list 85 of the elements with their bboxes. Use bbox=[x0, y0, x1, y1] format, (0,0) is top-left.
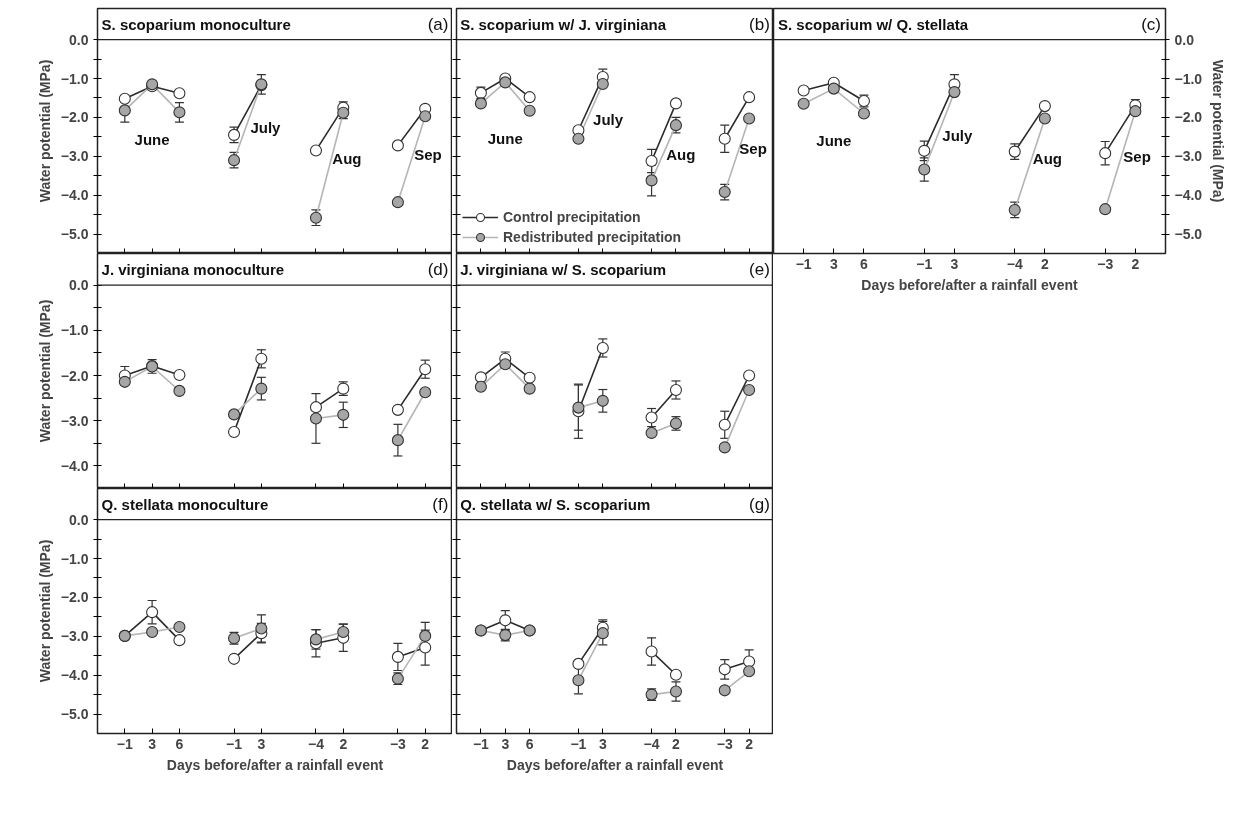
y-tick-label: 0.0 bbox=[1174, 31, 1195, 48]
text: J. virginiana w/ S. scoparium bbox=[460, 260, 667, 278]
y-tick-label: −5.0 bbox=[1174, 226, 1203, 243]
annotation: (a) bbox=[427, 14, 449, 34]
x-axis-title: Days before/after a rainfall event bbox=[166, 756, 384, 773]
y-tick-label: −2.0 bbox=[60, 589, 89, 606]
annotation: Sep bbox=[1123, 147, 1151, 165]
x-tick-label: −4 bbox=[1006, 255, 1023, 272]
y-tick-label: 0.0 bbox=[69, 277, 89, 294]
x-tick-label: 2 bbox=[339, 735, 348, 752]
y-tick-label: −2.0 bbox=[60, 367, 89, 384]
x-tick-label: 3 bbox=[148, 735, 157, 752]
y-tick-label: −3.0 bbox=[60, 148, 89, 165]
legend-label: Redistributed precipitation bbox=[503, 229, 682, 245]
y-tick-label: −5.0 bbox=[60, 226, 89, 243]
text: J. virginiana monoculture bbox=[101, 260, 285, 278]
text: Q. stellata monoculture bbox=[101, 495, 269, 513]
text: S. scoparium w/ J. virginiana bbox=[460, 15, 667, 33]
y-axis-title: Water potential (MPa) bbox=[36, 539, 53, 683]
x-tick-label: −3 bbox=[1097, 255, 1114, 272]
annotation: (f) bbox=[432, 494, 449, 514]
y-tick-label: −3.0 bbox=[60, 412, 89, 429]
x-tick-label: −1 bbox=[916, 255, 933, 272]
text: S. scoparium monoculture bbox=[101, 15, 291, 33]
x-tick-label: 2 bbox=[672, 735, 681, 752]
x-tick-label: −1 bbox=[570, 735, 587, 752]
y-tick-label: −1.0 bbox=[60, 70, 89, 87]
y-axis-title: Water potential (MPa) bbox=[1210, 59, 1227, 203]
y-tick-label: −4.0 bbox=[60, 457, 89, 474]
y-tick-label: −2.0 bbox=[1174, 109, 1203, 126]
y-tick-label: −3.0 bbox=[60, 628, 89, 645]
annotation: Sep bbox=[739, 139, 767, 157]
y-tick-label: −2.0 bbox=[60, 109, 89, 126]
y-tick-label: 0.0 bbox=[69, 31, 89, 48]
x-tick-label: 6 bbox=[860, 255, 869, 272]
annotation: June bbox=[816, 132, 852, 150]
annotation: Aug bbox=[1032, 149, 1062, 167]
x-tick-label: 3 bbox=[950, 255, 959, 272]
x-tick-label: 3 bbox=[501, 735, 510, 752]
annotation: (e) bbox=[749, 259, 770, 279]
y-tick-label: −3.0 bbox=[1174, 148, 1203, 165]
x-tick-label: 2 bbox=[421, 735, 430, 752]
annotation: (b) bbox=[749, 14, 770, 34]
annotation: Aug bbox=[332, 150, 362, 168]
x-tick-label: −1 bbox=[472, 735, 490, 752]
annotation: June bbox=[134, 131, 170, 149]
annotation: July bbox=[942, 127, 974, 145]
x-axis-title: Days before/after a rainfall event bbox=[861, 276, 1078, 293]
x-tick-label: 2 bbox=[1040, 255, 1049, 272]
x-tick-label: 3 bbox=[257, 735, 266, 752]
x-tick-label: 2 bbox=[1131, 255, 1140, 272]
annotation: June bbox=[487, 129, 523, 147]
y-axis-title: Water potential (MPa) bbox=[36, 299, 53, 443]
annotation: Aug bbox=[666, 145, 696, 163]
annotation: (d) bbox=[427, 259, 449, 279]
annotation: (g) bbox=[749, 494, 770, 514]
annotation: July bbox=[593, 110, 624, 128]
annotation: July bbox=[250, 119, 282, 137]
y-tick-label: −4.0 bbox=[1174, 187, 1203, 204]
x-tick-label: 3 bbox=[829, 255, 838, 272]
y-axis-title: Water potential (MPa) bbox=[36, 59, 53, 203]
x-tick-label: −1 bbox=[795, 255, 812, 272]
y-tick-label: 0.0 bbox=[69, 511, 89, 528]
x-tick-label: −3 bbox=[389, 735, 407, 752]
x-tick-label: −4 bbox=[307, 735, 325, 752]
y-tick-label: −5.0 bbox=[60, 706, 89, 723]
x-tick-label: −3 bbox=[716, 735, 733, 752]
y-tick-label: −4.0 bbox=[60, 667, 89, 684]
y-tick-label: −1.0 bbox=[60, 550, 89, 567]
x-tick-label: −4 bbox=[643, 735, 660, 752]
x-tick-label: 6 bbox=[175, 735, 184, 752]
y-tick-label: −1.0 bbox=[1174, 70, 1203, 87]
y-tick-label: −1.0 bbox=[60, 322, 89, 339]
x-tick-label: 6 bbox=[525, 735, 534, 752]
x-axis-title: Days before/after a rainfall event bbox=[506, 756, 724, 773]
text: S. scoparium w/ Q. stellata bbox=[778, 15, 969, 33]
legend-label: Control precipitation bbox=[503, 209, 641, 225]
text: Q. stellata w/ S. scoparium bbox=[460, 495, 651, 513]
x-tick-label: 3 bbox=[598, 735, 607, 752]
annotation: Sep bbox=[414, 146, 442, 164]
y-tick-label: −4.0 bbox=[60, 187, 89, 204]
x-tick-label: 2 bbox=[745, 735, 754, 752]
x-tick-label: −1 bbox=[116, 735, 133, 752]
x-tick-label: −1 bbox=[226, 735, 243, 752]
annotation: (c) bbox=[1141, 14, 1161, 34]
